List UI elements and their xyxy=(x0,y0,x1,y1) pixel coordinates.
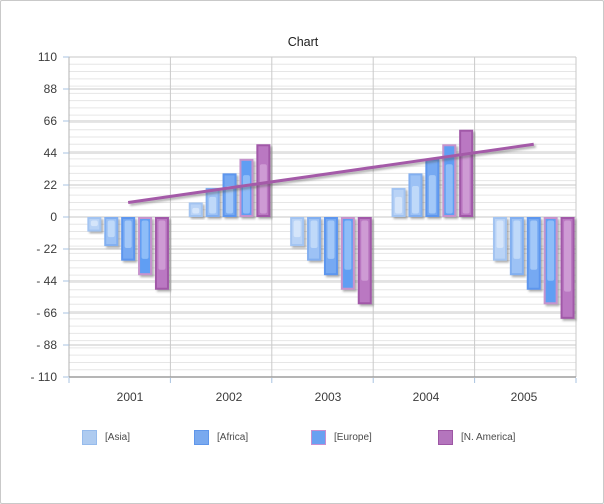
y-axis-tick-label: 22 xyxy=(43,178,57,192)
y-axis-tick-label: - 22 xyxy=(36,242,57,256)
legend-swatch-n-america xyxy=(438,430,453,445)
bar-2002-s2 xyxy=(205,187,220,217)
gridlines xyxy=(69,56,577,378)
chart-title: Chart xyxy=(287,35,319,49)
legend-label-africa: [Africa] xyxy=(217,432,249,443)
y-axis-tick-label: 66 xyxy=(43,114,57,128)
x-axis-tick-label: 2004 xyxy=(412,390,440,404)
trend-line-path xyxy=(127,142,534,204)
bar-2001-s5 xyxy=(154,217,169,290)
bar-2005-s1 xyxy=(492,217,507,261)
bar-2005-s2 xyxy=(509,217,524,276)
bar-2001-s2 xyxy=(104,217,119,247)
bar-2004-s2 xyxy=(408,173,423,217)
x-axis-tick-label: 2003 xyxy=(314,390,342,404)
y-axis-tick-label: 0 xyxy=(50,210,57,224)
bar-2001-s3 xyxy=(121,217,136,261)
legend-swatch-europe xyxy=(311,430,326,445)
legend-label-asia: [Asia] xyxy=(105,432,131,443)
bar-2003-s2 xyxy=(307,217,322,261)
x-axis-tick-label: 2002 xyxy=(215,390,243,404)
axes xyxy=(63,56,577,383)
x-axis-tick-label: 2001 xyxy=(116,390,144,404)
bar-2005-s4 xyxy=(543,217,558,305)
bar-2004-s5 xyxy=(459,129,474,218)
legend-swatch-africa xyxy=(194,430,209,445)
y-axis-tick-label: 44 xyxy=(43,146,57,160)
bar-2001-s1 xyxy=(87,217,102,232)
bar-2005-s3 xyxy=(526,217,541,290)
y-axis-tick-label: - 66 xyxy=(36,306,57,320)
bar-2002-s4 xyxy=(239,158,254,217)
y-axis-tick-label: 110 xyxy=(37,50,57,64)
y-axis-tick-label: 88 xyxy=(43,82,57,96)
bar-2004-s4 xyxy=(442,144,457,217)
y-axis-tick-label: - 44 xyxy=(36,274,57,288)
bar-2001-s4 xyxy=(138,217,153,276)
y-axis-tick-label: - 110 xyxy=(30,370,57,384)
legend-swatch-asia xyxy=(82,430,97,445)
bar-2003-s1 xyxy=(290,217,305,247)
bar-2005-s5 xyxy=(560,217,575,319)
x-axis-tick-label: 2005 xyxy=(510,390,538,404)
legend-label-europe: [Europe] xyxy=(334,432,372,443)
bar-2002-s5 xyxy=(256,144,271,217)
legend-label-n-america: [N. America] xyxy=(461,432,516,443)
bar-2004-s3 xyxy=(425,158,440,217)
bar-2003-s3 xyxy=(323,217,338,276)
bar-2002-s1 xyxy=(188,202,203,217)
bar-2002-s3 xyxy=(222,173,237,217)
bar-2003-s4 xyxy=(340,217,355,290)
bar-series xyxy=(87,129,575,319)
bar-2004-s1 xyxy=(391,187,406,217)
bar-2003-s5 xyxy=(357,217,372,305)
y-axis-tick-label: - 88 xyxy=(36,338,57,352)
trend-line xyxy=(127,142,534,204)
